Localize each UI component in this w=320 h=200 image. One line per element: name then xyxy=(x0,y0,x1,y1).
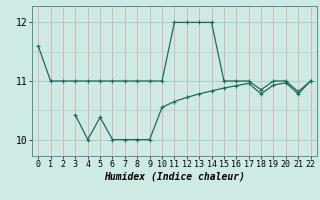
X-axis label: Humidex (Indice chaleur): Humidex (Indice chaleur) xyxy=(104,172,245,182)
